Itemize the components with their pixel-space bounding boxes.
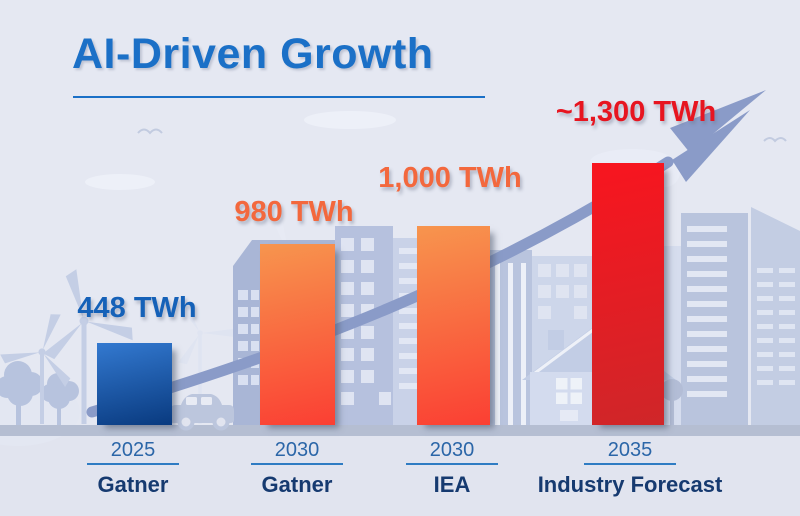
source-label: Gatner	[97, 472, 169, 497]
tree-icon	[0, 361, 79, 427]
source-label: IEA	[433, 472, 471, 497]
bar-2025-gatner	[97, 343, 172, 425]
label-underline	[87, 463, 179, 465]
label-underline	[251, 463, 343, 465]
year-label: 2030	[274, 439, 320, 461]
bar-2030-iea	[417, 226, 490, 425]
bird-icon	[137, 128, 787, 143]
wind-turbine-icon	[0, 269, 133, 424]
tree-icon	[661, 379, 683, 425]
bar-value-label: 980 TWh	[234, 196, 354, 228]
bar-value-label: ~1,300 TWh	[555, 96, 717, 128]
year-label: 2035	[607, 439, 653, 461]
label-underline	[584, 463, 676, 465]
axis-label-group: 2030 IEA	[342, 440, 562, 498]
year-label: 2025	[110, 439, 156, 461]
footer-background	[0, 436, 800, 516]
bar-2030-gatner	[260, 244, 335, 425]
year-label: 2030	[429, 439, 475, 461]
bar-value-label: 448 TWh	[77, 292, 197, 324]
source-label: Gatner	[261, 472, 333, 497]
bar-value-label: 1,000 TWh	[378, 162, 522, 194]
car-icon	[170, 394, 234, 431]
axis-label-group: 2025 Gatner	[23, 440, 243, 498]
title-underline	[73, 96, 485, 98]
growth-arrow-icon	[86, 90, 766, 418]
bar-2035-forecast	[592, 163, 664, 425]
axis-label-group: 2035 Industry Forecast	[520, 440, 740, 498]
axis-label-group: 2030 Gatner	[187, 440, 407, 498]
label-underline	[406, 463, 498, 465]
ground-strip	[0, 425, 800, 436]
source-label: Industry Forecast	[537, 472, 723, 497]
page-title: AI-Driven Growth	[72, 30, 434, 78]
